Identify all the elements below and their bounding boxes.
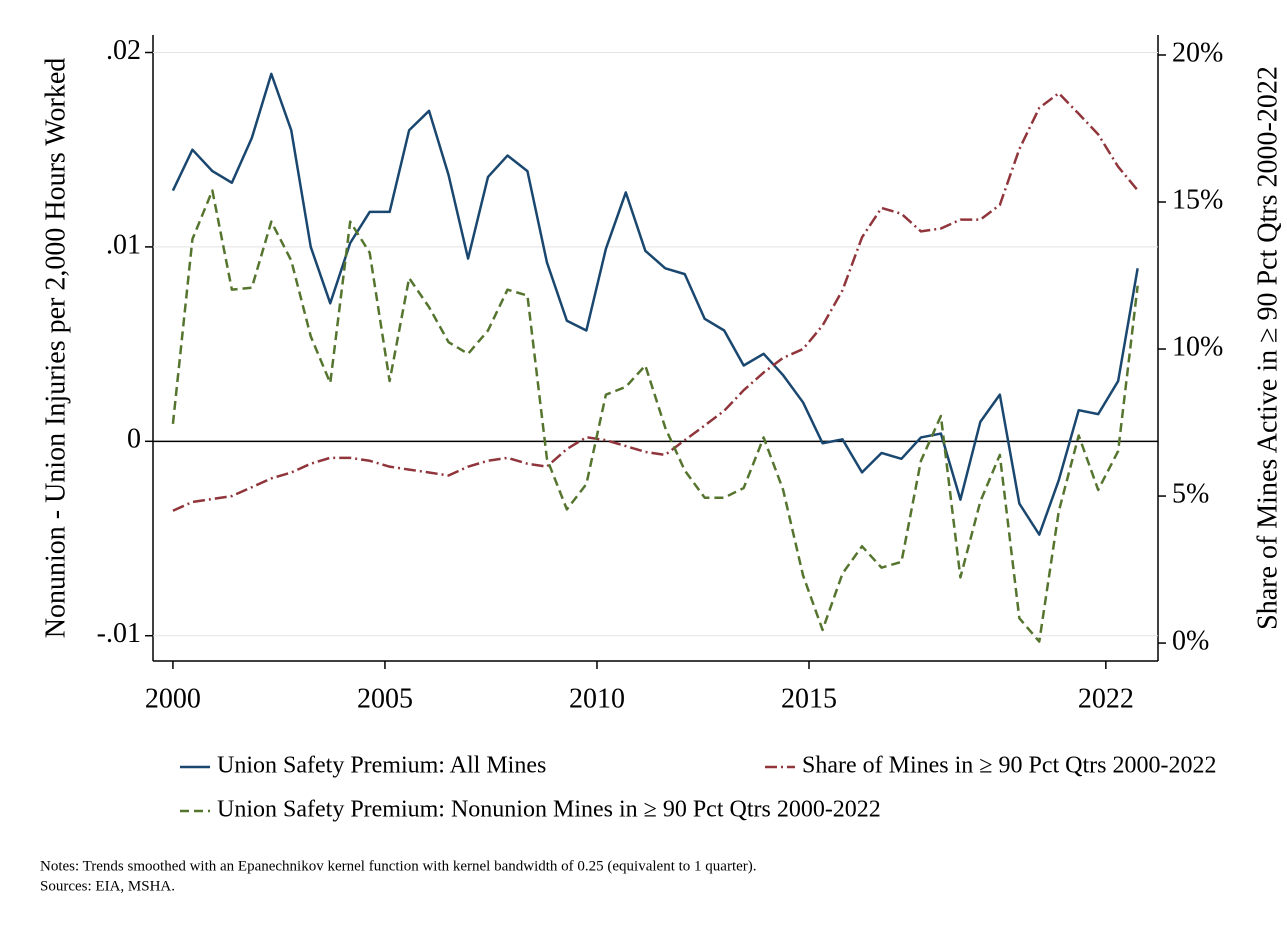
series-line [171,72,1139,536]
legend-label: Union Safety Premium: Nonunion Mines in … [217,797,881,823]
y-tick-label: .01 [106,229,141,260]
x-tick-label: 2005 [357,683,413,714]
y2-tick-label: 5% [1172,478,1209,509]
y-tick-label: 0 [127,424,141,455]
y2-tick-label: 0% [1172,625,1209,656]
y2-axis-title: Share of Mines Active in ≥ 90 Pct Qtrs 2… [1252,66,1283,630]
y2-tick-label: 10% [1172,331,1223,362]
x-tick-label: 2010 [569,683,625,714]
x-tick-label: 2022 [1078,683,1134,714]
note: Notes: Trends smoothed with an Epanechni… [40,858,757,874]
y2-tick-label: 15% [1172,184,1223,215]
y-tick-label: -.01 [97,618,141,649]
y2-tick-label: 20% [1172,37,1223,68]
y-tick-label: .02 [106,35,141,66]
x-tick-label: 2000 [145,683,201,714]
note: Sources: EIA, MSHA. [40,878,175,894]
series-line [171,189,1139,643]
legend-label: Union Safety Premium: All Mines [217,753,546,779]
y-axis-title: Nonunion - Union Injuries per 2,000 Hour… [40,58,71,638]
x-tick-label: 2015 [781,683,837,714]
series-line [172,91,1139,512]
legend-label: Share of Mines in ≥ 90 Pct Qtrs 2000-202… [802,753,1216,779]
